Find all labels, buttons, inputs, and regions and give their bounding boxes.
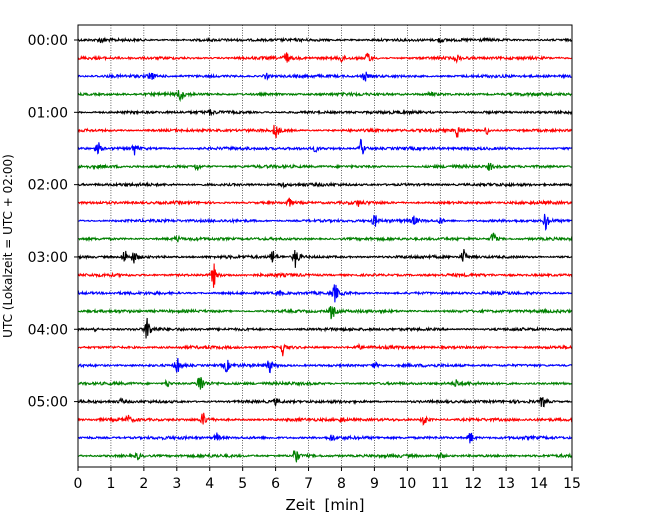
trace-0030 <box>77 71 573 82</box>
trace-0130 <box>77 138 573 156</box>
trace-0445 <box>77 377 573 390</box>
x-tick-label: 6 <box>271 476 280 492</box>
trace-0245 <box>77 232 573 243</box>
trace-0115 <box>77 124 573 139</box>
x-tick-label: 13 <box>497 476 515 492</box>
x-tick-label: 3 <box>172 476 181 492</box>
y-axis-label: UTC (Lokalzeit = UTC + 02:00) <box>1 154 15 338</box>
trace-0230 <box>77 213 573 232</box>
trace-0300 <box>77 249 573 268</box>
x-tick-label: 12 <box>464 476 482 492</box>
x-tick-label: 9 <box>370 476 379 492</box>
trace-0515 <box>77 412 573 426</box>
trace-0500 <box>77 397 573 408</box>
y-tick-label: 05:00 <box>28 395 68 411</box>
x-tick-label: 2 <box>139 476 148 492</box>
y-axis: 00:00 01:00 02:00 03:00 04:00 05:00 <box>28 33 78 411</box>
trace-0530 <box>77 432 573 444</box>
y-tick-label: 04:00 <box>28 322 68 338</box>
trace-0400 <box>77 317 573 339</box>
x-tick-label: 5 <box>238 476 247 492</box>
x-tick-label: 7 <box>304 476 313 492</box>
x-tick-label: 10 <box>398 476 416 492</box>
x-tick-label: 15 <box>563 476 581 492</box>
trace-0145 <box>77 162 573 172</box>
x-tick-label: 4 <box>205 476 214 492</box>
x-tick-label: 0 <box>74 476 83 492</box>
y-tick-label: 02:00 <box>28 178 68 194</box>
trace-0015 <box>77 52 573 64</box>
seismic-traces <box>77 36 573 463</box>
y-tick-label: 00:00 <box>28 33 68 49</box>
trace-0330 <box>77 284 573 303</box>
x-tick-label: 1 <box>106 476 115 492</box>
trace-0430 <box>77 357 573 374</box>
trace-0215 <box>77 197 573 207</box>
trace-0545 <box>77 449 573 463</box>
trace-0345 <box>77 306 573 320</box>
grid-lines <box>110 25 540 467</box>
x-tick-label: 14 <box>530 476 548 492</box>
trace-0100 <box>77 108 573 117</box>
trace-0045 <box>77 90 573 103</box>
trace-0200 <box>77 181 573 190</box>
y-tick-label: 03:00 <box>28 250 68 266</box>
trace-0000 <box>77 36 573 44</box>
trace-0315 <box>77 263 573 288</box>
plot-frame <box>77 24 573 468</box>
y-tick-label: 01:00 <box>28 105 68 121</box>
x-axis: 0 1 2 3 4 5 6 7 8 9 10 11 12 13 14 15 <box>74 467 581 492</box>
x-tick-label: 11 <box>431 476 449 492</box>
x-tick-label: 8 <box>337 476 346 492</box>
trace-0415 <box>77 342 573 357</box>
x-axis-label: Zeit [min] <box>285 496 364 514</box>
